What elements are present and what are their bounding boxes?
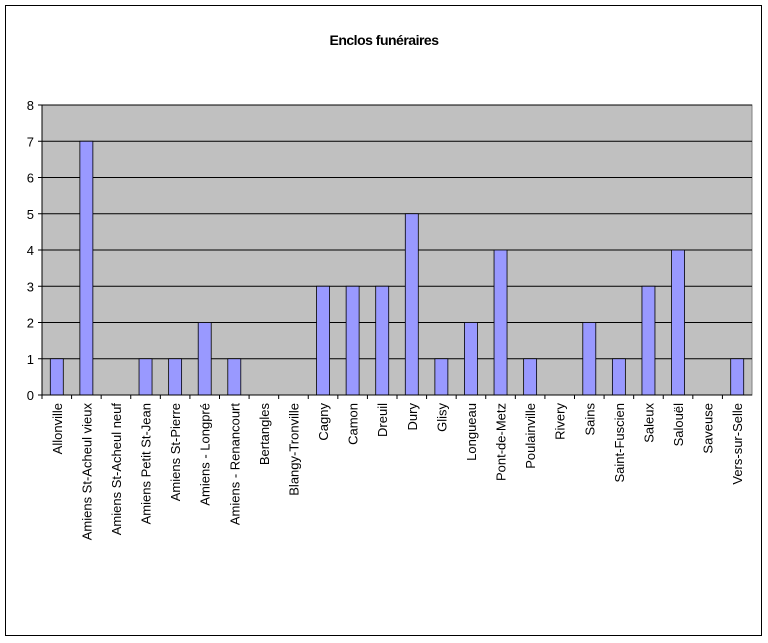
- bar: [523, 358, 538, 396]
- x-tick-label: Amiens St-Acheul vieux: [79, 403, 94, 541]
- y-tick-label: 3: [27, 279, 34, 294]
- bar: [345, 285, 360, 396]
- bar: [227, 358, 242, 396]
- x-tick-label: Blangy-Tronville: [286, 403, 301, 496]
- x-tick-label: Amiens St-Pierre: [168, 403, 183, 501]
- x-tick-label: Dreuil: [375, 403, 390, 437]
- bar: [671, 249, 685, 396]
- bar: [493, 249, 508, 396]
- y-tick-label: 5: [27, 207, 34, 222]
- bar: [464, 322, 478, 396]
- x-tick-label: Rivery: [553, 403, 568, 440]
- bar: [434, 358, 449, 396]
- x-tick-label: Saint-Fuscien: [612, 403, 627, 482]
- x-tick-label: Camon: [346, 403, 361, 445]
- y-tick-label: 4: [27, 243, 34, 258]
- y-tick-label: 8: [27, 98, 34, 113]
- x-tick-label: Glisy: [434, 403, 449, 432]
- bar: [316, 285, 330, 396]
- x-tick-label: Saleux: [641, 403, 656, 443]
- x-tick-label: Vers-sur-Selle: [730, 403, 745, 485]
- x-tick-label: Amiens St-Acheul neuf: [109, 403, 124, 536]
- x-tick-label: Amiens - Renancourt: [227, 403, 242, 525]
- x-tick-label: Amiens Petit St-Jean: [139, 403, 154, 524]
- x-tick-label: Cagny: [316, 403, 331, 441]
- bar: [138, 358, 153, 396]
- x-tick-label: Longueau: [464, 403, 479, 461]
- bar: [730, 358, 745, 396]
- x-tick-label: Allonville: [50, 403, 65, 454]
- bar: [197, 322, 212, 396]
- x-tick-label: Dury: [405, 403, 420, 431]
- bar: [404, 213, 419, 396]
- bar: [49, 358, 64, 396]
- x-tick-label: Salouël: [671, 403, 686, 446]
- bar: [611, 358, 626, 396]
- x-tick-label: Poulainville: [523, 403, 538, 469]
- y-tick-label: 2: [27, 316, 34, 331]
- y-tick-label: 0: [27, 388, 34, 403]
- chart-title: Enclos funéraires: [330, 32, 440, 48]
- bar: [79, 140, 94, 396]
- x-tick-label: Bertangles: [257, 403, 272, 466]
- bar: [375, 285, 390, 396]
- y-tick-label: 1: [27, 352, 34, 367]
- x-tick-label: Amiens - Longpré: [198, 403, 213, 506]
- y-tick-label: 7: [27, 134, 34, 149]
- y-tick-label: 6: [27, 171, 34, 186]
- x-tick-label: Pont-de-Metz: [494, 403, 509, 481]
- bar: [582, 322, 597, 396]
- bar: [641, 285, 656, 396]
- x-tick-label: Saveuse: [701, 403, 716, 454]
- x-tick-label: Sains: [582, 403, 597, 436]
- bar: [168, 358, 183, 396]
